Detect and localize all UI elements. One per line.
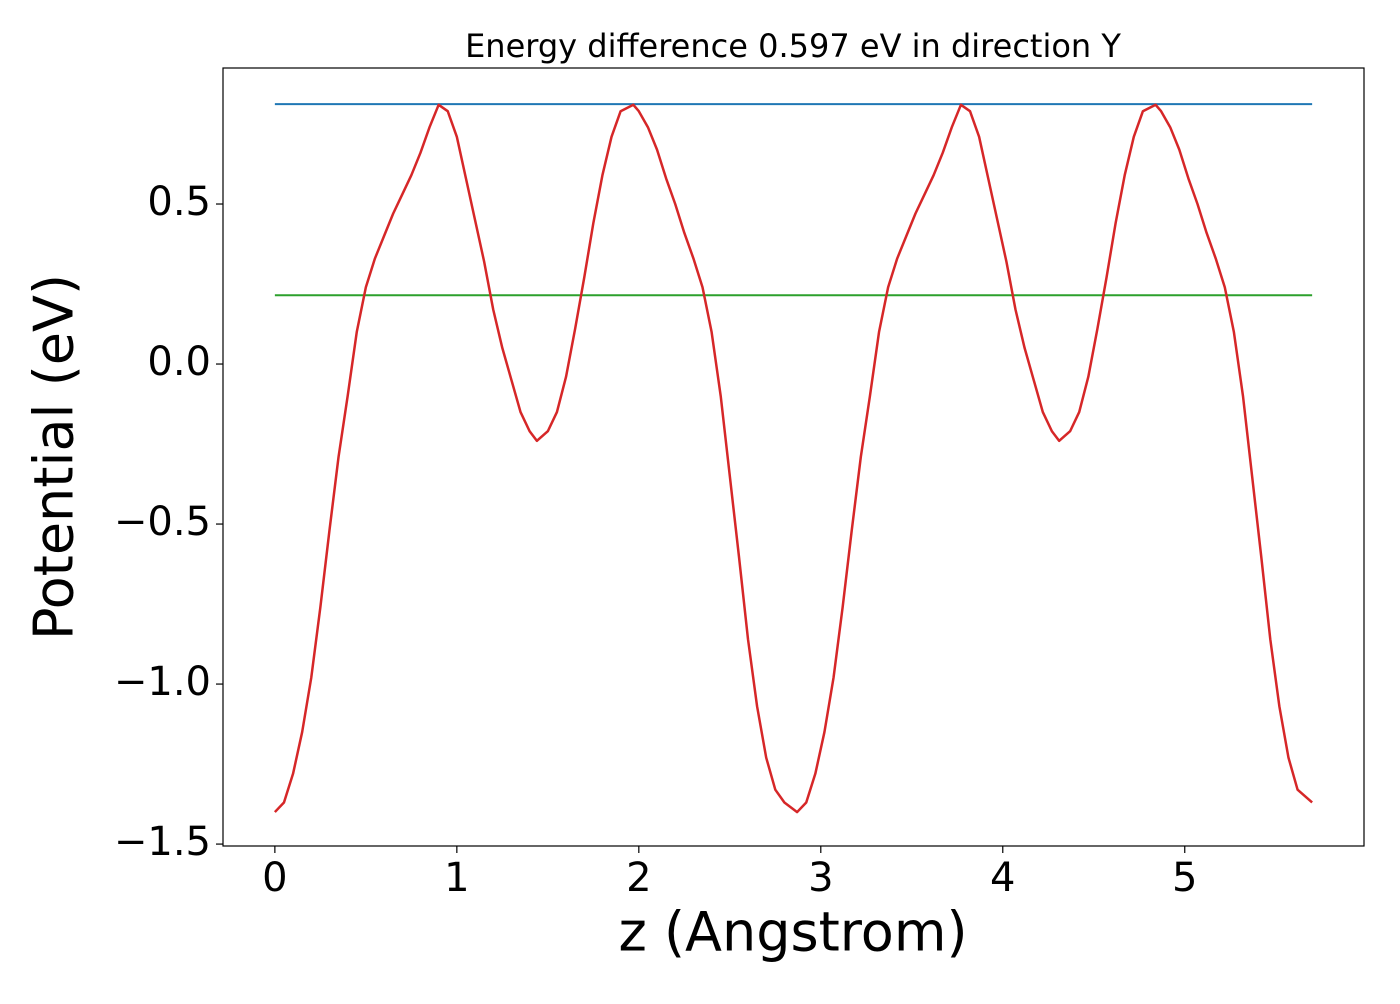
data-line: [273, 103, 1313, 814]
x-tick-label: 0: [262, 855, 287, 901]
y-tick-label: −1.5: [114, 819, 211, 865]
chart-title: Energy difference 0.597 eV in direction …: [465, 27, 1121, 65]
y-tick-label: −1.0: [114, 659, 211, 705]
plot-frame: [222, 67, 1365, 847]
x-tick-label: 2: [626, 855, 651, 901]
x-tick-label: 5: [1172, 855, 1197, 901]
x-tick-label: 1: [444, 855, 469, 901]
x-tick-label: 4: [990, 855, 1015, 901]
y-axis-label: Potential (eV): [23, 274, 86, 640]
x-tick-label: 3: [808, 855, 833, 901]
y-tick-label: −0.5: [114, 499, 211, 545]
y-tick-label: 0.5: [147, 179, 211, 225]
y-tick-label: 0.0: [147, 339, 211, 385]
x-axis-label: z (Angstrom): [618, 901, 967, 964]
